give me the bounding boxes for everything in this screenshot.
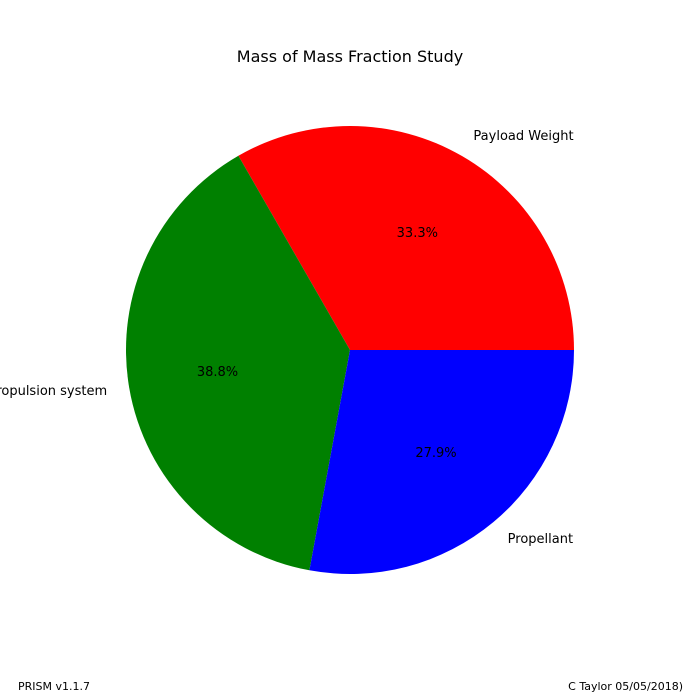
slice-name-label: Propellant [508, 532, 573, 547]
pie-slices [125, 126, 574, 574]
pie-slice [125, 155, 350, 571]
pie-labels: 33.3% Payload Weight 38.8% Propulsion syste… [0, 129, 574, 547]
chart-title: Mass of Mass Fraction Study [237, 47, 463, 66]
slice-percent-label: 38.8% [197, 365, 238, 380]
footer-author-date: C Taylor 05/05/2018) [568, 680, 683, 693]
slice-name-label: Payload Weight [473, 129, 573, 144]
slice-percent-label: 27.9% [415, 446, 456, 461]
pie-slice [238, 126, 574, 350]
footer-version: PRISM v1.1.7 [18, 680, 90, 693]
pie-slice [309, 350, 574, 574]
slice-name-label: Propulsion system [0, 384, 107, 399]
slice-percent-label: 33.3% [397, 226, 438, 241]
